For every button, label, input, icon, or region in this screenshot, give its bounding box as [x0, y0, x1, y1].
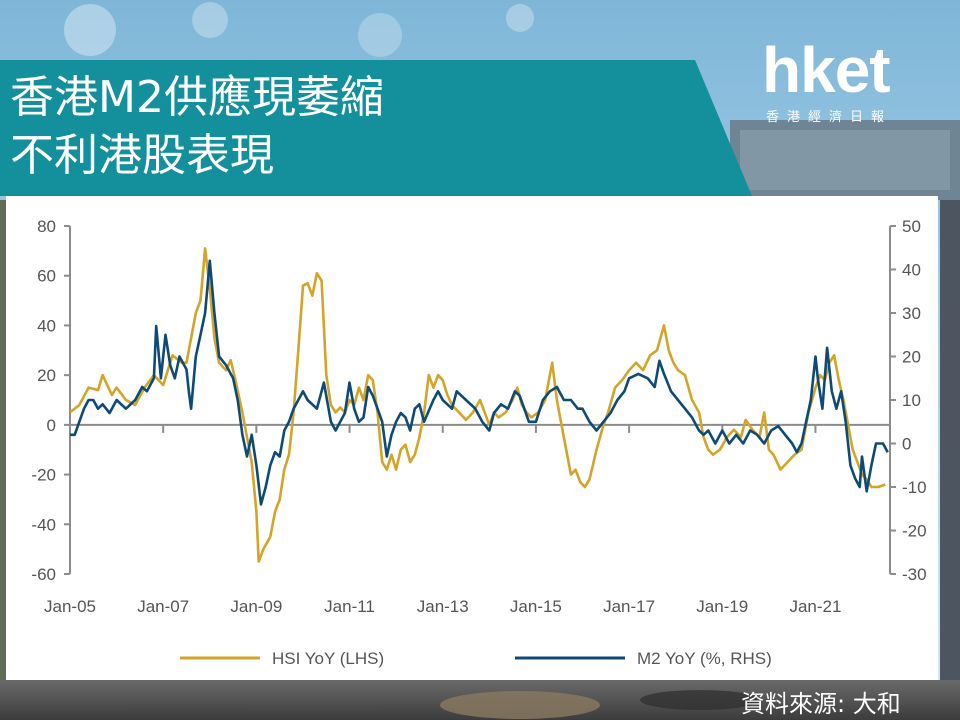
hket-logo: hket [762, 34, 891, 106]
left-tick-label: 0 [47, 416, 56, 435]
right-tick-label: -30 [902, 565, 927, 584]
page-title-line2: 不利港股表現 [10, 130, 274, 181]
x-tick-label: Jan-05 [44, 597, 96, 616]
hket-tagline: 香港經濟日報 [766, 110, 893, 125]
chart-axes: 80 60 40 20 0 -20 -40 -60 50 40 30 20 10 0 -10 -20 -30 Ja… [31, 217, 926, 616]
right-tick-label: 50 [902, 217, 921, 236]
legend-label-hsi: HSI YoY (LHS) [272, 649, 384, 668]
x-tick-label: Jan-15 [510, 597, 562, 616]
right-tick-label: -20 [902, 522, 927, 541]
legend-label-m2: M2 YoY (%, RHS) [637, 649, 772, 668]
x-tick-label: Jan-13 [417, 597, 469, 616]
left-tick-label: -40 [31, 515, 56, 534]
right-tick-label: 40 [902, 261, 921, 280]
x-tick-label: Jan-17 [603, 597, 655, 616]
left-tick-label: -20 [31, 466, 56, 485]
right-tick-label: -10 [902, 478, 927, 497]
left-tick-label: 40 [37, 316, 56, 335]
x-tick-label: Jan-11 [324, 597, 375, 616]
chart-series [69, 247, 889, 563]
x-tick-label: Jan-21 [789, 597, 841, 616]
right-tick-label: 20 [902, 348, 921, 367]
right-tick-label: 10 [902, 391, 921, 410]
right-tick-label: 30 [902, 304, 921, 323]
x-tick-label: Jan-07 [137, 597, 189, 616]
left-tick-label: 60 [37, 267, 56, 286]
hsi-yoy-line [69, 247, 886, 563]
left-tick-label: 80 [37, 217, 56, 236]
right-tick-label: 0 [902, 435, 911, 454]
page-title-line1: 香港M2供應現萎縮 [10, 72, 384, 123]
left-tick-label: -60 [31, 565, 56, 584]
x-tick-label: Jan-19 [696, 597, 748, 616]
m2-yoy-line [70, 259, 889, 506]
source-note: 資料來源: 大和 [741, 690, 901, 718]
chart-legend: HSI YoY (LHS) M2 YoY (%, RHS) [180, 649, 772, 668]
left-tick-label: 20 [37, 366, 56, 385]
x-tick-label: Jan-09 [230, 597, 282, 616]
hsi-m2-line-chart: 80 60 40 20 0 -20 -40 -60 50 40 30 20 10 0 -10 -20 -30 Ja… [31, 217, 926, 668]
